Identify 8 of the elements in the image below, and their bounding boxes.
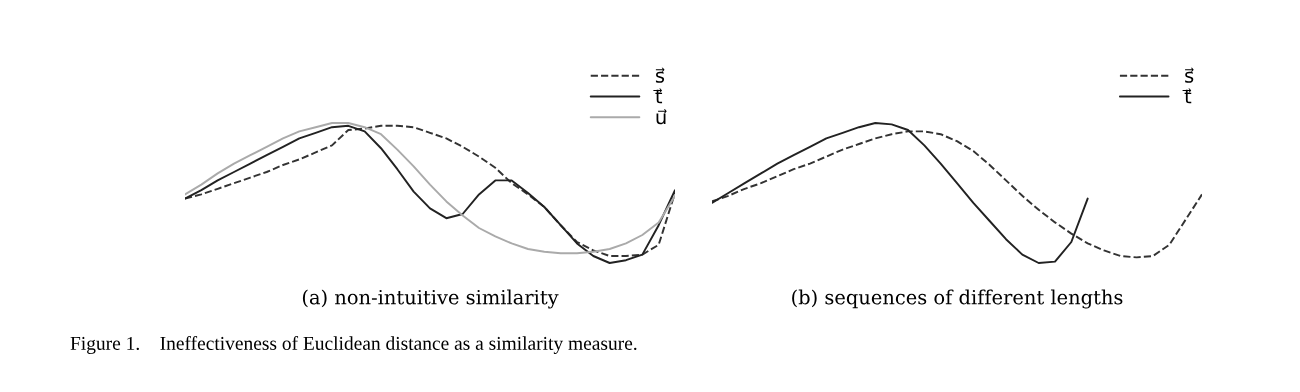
legend-label: s⃗ — [655, 67, 665, 83]
caption: Figure 1. Ineffectiveness of Euclidean distance as a similarity measure. — [70, 336, 637, 354]
legend-label: u⃗ — [656, 109, 667, 125]
legend-label: t⃗ — [1182, 88, 1192, 104]
legend-label: t⃗ — [653, 88, 663, 104]
legend-label: s⃗ — [1185, 67, 1194, 83]
x-axis-title: (a) non-intuitive similarity — [302, 289, 559, 309]
x-axis-title: (b) sequences of different lengths — [792, 289, 1123, 309]
